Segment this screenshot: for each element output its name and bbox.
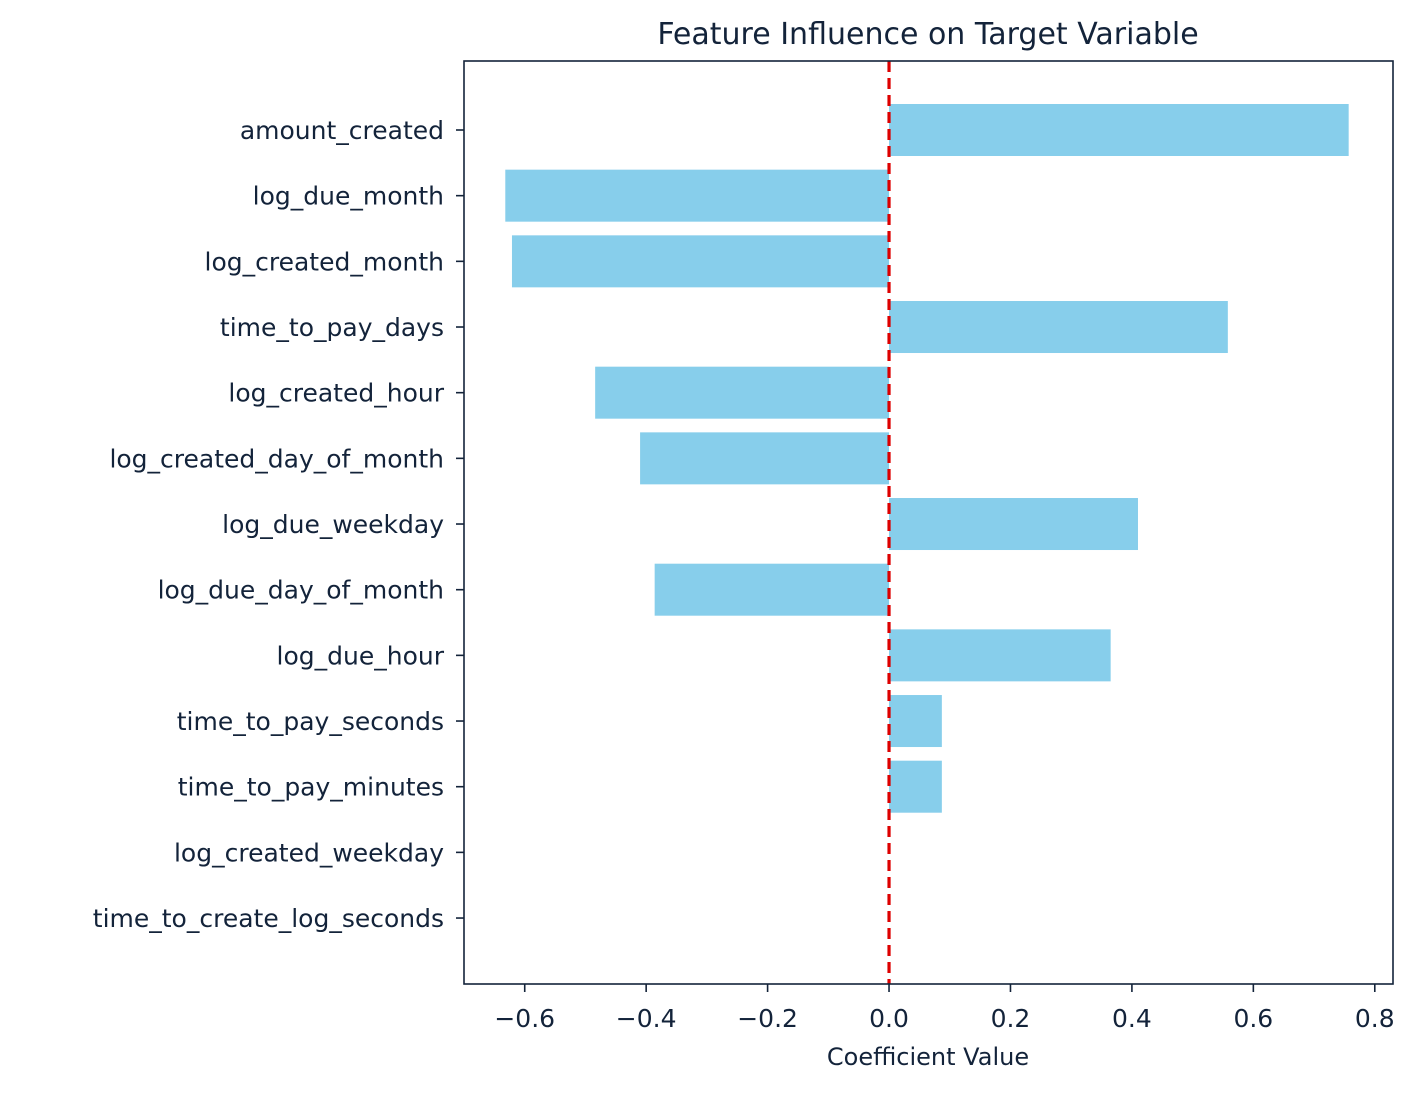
x-tick-label: 0.6 xyxy=(1233,1004,1273,1033)
bar-log_due_day_of_month xyxy=(654,563,890,616)
bar-time_to_pay_minutes xyxy=(889,760,942,813)
y-axis: amount_created log_due_month log_created_m… xyxy=(93,116,464,933)
bars-layer xyxy=(505,104,1349,813)
y-tick-label-log_created_hour: log_created_hour xyxy=(228,379,444,408)
x-tick-label: −0.4 xyxy=(616,1004,677,1033)
x-tick-label: 0.8 xyxy=(1355,1004,1395,1033)
bar-log_created_month xyxy=(511,235,890,288)
y-tick-label-time_to_create_log_seconds: time_to_create_log_seconds xyxy=(93,904,444,933)
y-tick-label-time_to_pay_days: time_to_pay_days xyxy=(220,313,444,342)
y-tick-label-amount_created: amount_created xyxy=(240,116,444,145)
x-tick-label: 0.4 xyxy=(1112,1004,1152,1033)
y-tick-label-log_created_month: log_created_month xyxy=(205,247,444,276)
bar-log_created_day_of_month xyxy=(640,432,890,485)
bar-amount_created xyxy=(889,104,1349,156)
y-tick-label-log_due_weekday: log_due_weekday xyxy=(222,510,444,539)
x-tick-label: 0.0 xyxy=(869,1004,909,1033)
x-tick-label: 0.2 xyxy=(991,1004,1031,1033)
y-tick-label-time_to_pay_seconds: time_to_pay_seconds xyxy=(177,707,444,736)
x-axis: −0.6 −0.4 −0.2 0.0 0.2 0.4 0.6 0.8 xyxy=(494,984,1395,1033)
y-tick-label-log_due_day_of_month: log_due_day_of_month xyxy=(158,576,444,605)
y-tick-label-time_to_pay_minutes: time_to_pay_minutes xyxy=(178,773,444,802)
bar-time_to_pay_seconds xyxy=(889,695,942,748)
chart-title: Feature Influence on Target Variable xyxy=(657,17,1198,52)
bar-log_created_hour xyxy=(595,366,890,419)
plot-frame xyxy=(463,60,1394,985)
bar-time_to_pay_days xyxy=(889,301,1228,354)
y-tick-label-log_created_weekday: log_created_weekday xyxy=(174,838,444,867)
y-tick-label-log_due_month: log_due_month xyxy=(253,182,444,211)
bar-log_due_month xyxy=(505,169,890,222)
x-tick-label: −0.2 xyxy=(737,1004,798,1033)
y-tick-label-log_created_day_of_month: log_created_day_of_month xyxy=(109,444,444,473)
bar-log_due_weekday xyxy=(889,498,1138,551)
x-tick-label: −0.6 xyxy=(494,1004,555,1033)
bar-log_due_hour xyxy=(889,629,1111,682)
y-tick-label-log_due_hour: log_due_hour xyxy=(277,641,445,670)
x-axis-label: Coefficient Value xyxy=(827,1043,1029,1071)
